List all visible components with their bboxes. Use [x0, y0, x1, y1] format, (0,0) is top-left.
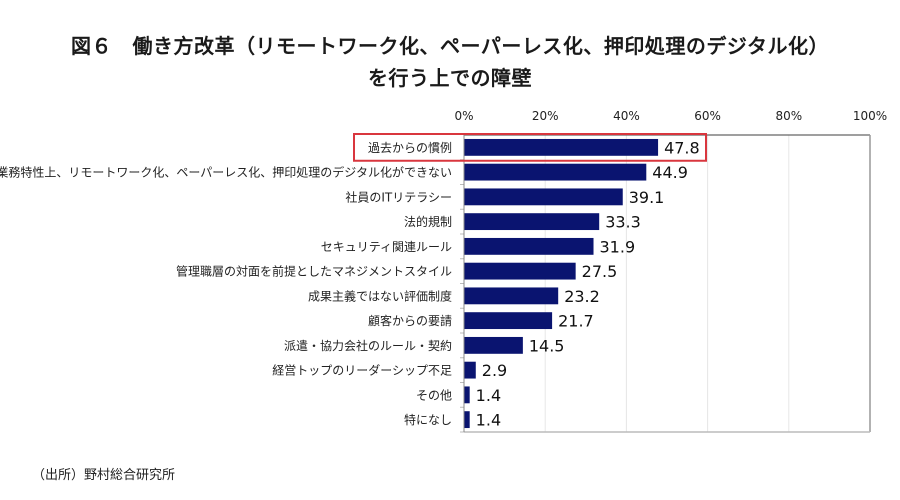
- x-tick-label: 20%: [532, 109, 559, 123]
- category-label: 業務特性上、リモートワーク化、ペーパーレス化、押印処理のデジタル化ができない: [0, 165, 452, 180]
- data-label: 44.9: [652, 163, 688, 182]
- category-label: 経営トップのリーダーシップ不足: [272, 363, 452, 378]
- category-label: 派遣・協力会社のルール・契約: [284, 338, 452, 353]
- bar: [464, 138, 659, 156]
- bar: [464, 411, 470, 429]
- category-label: セキュリティ関連ルール: [321, 240, 452, 254]
- chart-title-line2: を行う上での障壁: [368, 66, 532, 90]
- highlight-box: [353, 133, 707, 162]
- gridlines: [544, 135, 790, 432]
- data-label: 23.2: [564, 287, 600, 306]
- data-label: 21.7: [558, 312, 594, 331]
- category-label: 顧客からの要請: [368, 313, 452, 328]
- data-label: 47.8: [664, 138, 700, 157]
- data-label: 14.5: [529, 336, 565, 355]
- bar: [464, 262, 576, 280]
- x-tick-label: 100%: [853, 109, 887, 123]
- x-tick-label: 60%: [694, 109, 721, 123]
- bar: [464, 287, 559, 305]
- plot-frame: [460, 134, 871, 433]
- bar: [464, 213, 600, 231]
- x-tick-label: 0%: [454, 109, 473, 123]
- category-label: 法的規制: [404, 214, 452, 229]
- chart-title-line1: 図６ 働き方改革（リモートワーク化、ペーパーレス化、押印処理のデジタル化）: [71, 34, 829, 58]
- category-labels: 過去からの慣例業務特性上、リモートワーク化、ペーパーレス化、押印処理のデジタル化…: [0, 140, 452, 427]
- bar: [464, 361, 476, 379]
- data-label: 27.5: [582, 262, 618, 281]
- bar: [464, 386, 470, 404]
- data-label: 33.3: [605, 213, 641, 232]
- data-label: 39.1: [629, 188, 665, 207]
- bar: [464, 188, 623, 206]
- x-tick-label: 80%: [775, 109, 802, 123]
- bar: [464, 163, 647, 181]
- category-label: 過去からの慣例: [368, 140, 452, 155]
- category-label: 成果主義ではない評価制度: [308, 288, 452, 303]
- data-label: 2.9: [482, 361, 507, 380]
- bar: [464, 237, 594, 255]
- bar: [464, 312, 553, 330]
- data-label: 31.9: [600, 237, 636, 256]
- category-label: 社員のITリテラシー: [345, 189, 452, 204]
- category-label: 管理職層の対面を前提としたマネジメントスタイル: [176, 264, 452, 279]
- x-tick-label: 40%: [613, 109, 640, 123]
- category-label: 特になし: [404, 412, 452, 427]
- value-labels: 47.8 44.9 39.1 33.3 31.9 27.5 23.2 21.7 14.5 2.9 1…: [476, 138, 700, 429]
- source-note: （出所）野村総合研究所: [32, 468, 176, 483]
- data-label: 1.4: [476, 411, 501, 430]
- highlight-layer: [353, 133, 707, 162]
- bar: [464, 336, 523, 354]
- bars: [464, 138, 659, 429]
- category-label: その他: [416, 388, 452, 402]
- x-axis-ticks: 0% 20% 40% 60% 80% 100%: [454, 109, 887, 123]
- data-label: 1.4: [476, 386, 501, 405]
